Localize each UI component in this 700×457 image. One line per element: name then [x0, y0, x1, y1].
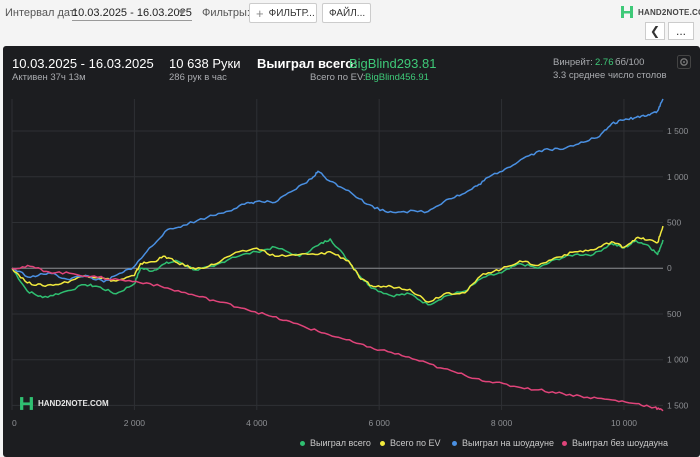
legend-item-non-showdown[interactable]: Выиграл без шоудауна — [562, 438, 668, 448]
back-button[interactable]: ❮ — [645, 22, 665, 40]
chevron-left-icon: ❮ — [649, 24, 661, 38]
x-tick-label: 4 000 — [246, 418, 268, 428]
chart-watermark: HAND2NOTE.COM — [19, 396, 109, 411]
winrate-value: 2.76 — [595, 57, 614, 68]
y-tick-label: 0 — [667, 263, 672, 273]
filters-label: Фильтры: — [202, 7, 250, 19]
files-button[interactable]: ФАЙЛ... — [322, 3, 371, 23]
tables-count: 3.3 среднее число столов — [553, 70, 667, 81]
watermark-logo-icon — [20, 397, 33, 410]
legend-dot-won — [300, 440, 305, 446]
y-tick-label: 1 000 — [667, 355, 689, 365]
x-tick-label: 0 — [12, 418, 17, 428]
legend-dot-non-showdown — [562, 440, 567, 446]
x-tick-label: 10 000 — [611, 418, 637, 428]
hands-per-hour: 286 рук в час — [169, 72, 227, 83]
series-line-ev — [11, 225, 664, 303]
y-tick-label: 500 — [667, 309, 681, 319]
y-tick-label: 1 500 — [667, 126, 689, 136]
ev-label: Всего по EV: — [310, 72, 366, 83]
ev-value: BigBlind456.91 — [365, 72, 429, 83]
x-tick-label: 2 000 — [124, 418, 146, 428]
legend-item-won[interactable]: Выиграл всего — [300, 438, 371, 448]
more-button[interactable]: ... — [668, 22, 694, 40]
winrate-label: Винрейт: — [553, 57, 593, 68]
hand2note-logo-icon — [621, 6, 633, 18]
legend-label-ev: Всего по EV — [390, 438, 441, 448]
won-total-value: BigBlind293.81 — [349, 56, 437, 71]
legend-dot-ev — [380, 440, 385, 446]
y-tick-label: 500 — [667, 217, 681, 227]
more-label: ... — [675, 24, 686, 38]
winrate-unit: бб/100 — [615, 57, 645, 68]
date-range-select[interactable]: 10.03.2025 - 16.03.2025 — [72, 7, 192, 21]
files-button-label: ФАЙЛ... — [329, 7, 366, 19]
plus-icon: + — [256, 5, 264, 21]
legend-label-showdown: Выиграл на шоудауне — [462, 438, 554, 448]
x-tick-label: 6 000 — [369, 418, 391, 428]
legend-dot-showdown — [452, 440, 457, 446]
date-range-title: 10.03.2025 - 16.03.2025 — [12, 56, 154, 71]
chart-grid — [11, 99, 663, 410]
app-logo: HAND2NOTE.COM — [620, 5, 700, 19]
toolbar: Интервал дат: 10.03.2025 - 16.03.2025 Фи… — [0, 0, 700, 46]
settings-gear-icon[interactable] — [677, 55, 691, 69]
x-tick-label: 8 000 — [491, 418, 513, 428]
legend-item-showdown[interactable]: Выиграл на шоудауне — [452, 438, 554, 448]
y-tick-label: 1 000 — [667, 172, 689, 182]
active-time: Активен 37ч 13м — [12, 72, 86, 83]
chart-series — [11, 98, 664, 412]
legend-item-ev[interactable]: Всего по EV — [380, 438, 440, 448]
interval-label: Интервал дат: — [5, 7, 78, 19]
series-line-won — [11, 238, 664, 306]
filter-button-label: ФИЛЬТР... — [268, 7, 315, 19]
chevron-down-icon[interactable] — [178, 10, 186, 15]
won-total-label: Выиграл всего: — [257, 56, 358, 71]
hands-count: 10 638 Руки — [169, 56, 241, 71]
y-tick-label: 1 500 — [667, 400, 689, 410]
legend-label-non-showdown: Выиграл без шоудауна — [572, 438, 668, 448]
legend-label-won: Выиграл всего — [310, 438, 371, 448]
series-line-non-showdown — [11, 264, 664, 412]
watermark-text: HAND2NOTE.COM — [38, 399, 109, 408]
series-line-showdown — [11, 98, 664, 283]
chart-ticks: 1 500 1 000 500 0 500 1 000 1 500 0 2 000 4 000 6 … — [12, 126, 689, 428]
logo-text: HAND2NOTE.COM — [638, 7, 700, 17]
filter-button[interactable]: + ФИЛЬТР... — [249, 3, 317, 23]
